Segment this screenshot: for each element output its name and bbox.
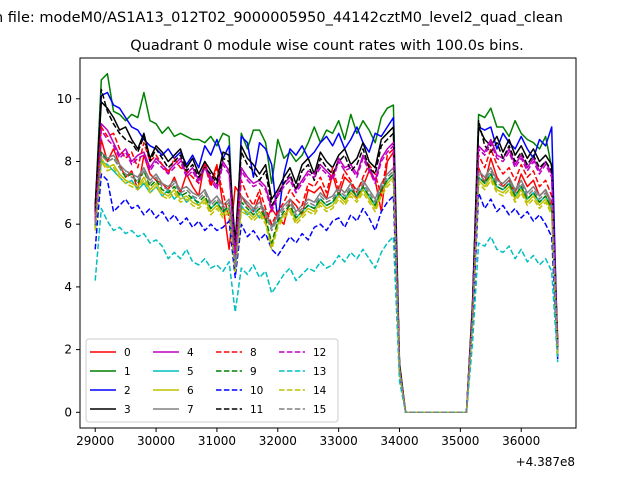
legend-label: 2 xyxy=(124,385,131,397)
legend-item-7[interactable]: 7 xyxy=(153,404,194,416)
x-tick-label: 33000 xyxy=(320,434,358,448)
legend-item-9[interactable]: 9 xyxy=(216,366,257,378)
legend-label: 9 xyxy=(250,366,257,378)
legend-item-12[interactable]: 12 xyxy=(279,347,326,359)
series-line-15 xyxy=(94,154,559,414)
legend-label: 1 xyxy=(124,366,131,378)
legend-label: 8 xyxy=(250,347,257,359)
x-tick-label: 36000 xyxy=(502,434,540,448)
legend-label: 15 xyxy=(313,404,326,416)
legend-item-6[interactable]: 6 xyxy=(153,385,194,397)
legend-label: 12 xyxy=(313,347,326,359)
legend-item-14[interactable]: 14 xyxy=(279,385,327,397)
x-tick-label: 34000 xyxy=(380,434,418,448)
y-tick-label: 2 xyxy=(64,343,72,357)
legend-frame xyxy=(85,338,339,423)
legend-label: 13 xyxy=(313,366,326,378)
legend-item-13[interactable]: 13 xyxy=(279,366,326,378)
chart-title: Quadrant 0 module wise count rates with … xyxy=(130,38,524,54)
y-axis: 0 2 4 6 8 10 xyxy=(57,92,80,419)
series-line-1 xyxy=(94,72,559,414)
legend-label: 14 xyxy=(313,385,327,397)
series-line-6 xyxy=(94,157,559,414)
legend-item-5[interactable]: 5 xyxy=(153,366,194,378)
series-layer xyxy=(94,72,559,414)
series-line-4 xyxy=(94,123,559,414)
series-line-9 xyxy=(94,151,559,414)
x-axis: 29000 30000 31000 32000 33000 34000 35000 36000 xyxy=(76,428,540,448)
legend-label: 0 xyxy=(124,347,131,359)
x-tick-label: 29000 xyxy=(76,434,114,448)
x-tick-label: 35000 xyxy=(441,434,479,448)
series-line-7 xyxy=(94,151,559,414)
y-tick-label: 10 xyxy=(57,92,72,106)
y-tick-label: 8 xyxy=(64,154,72,168)
figure-suptitle: n file: modeM0/AS1A13_012T02_9000005950_… xyxy=(0,10,563,26)
legend-label: 7 xyxy=(187,404,194,416)
legend-item-10[interactable]: 10 xyxy=(216,385,263,397)
legend-label: 11 xyxy=(250,404,263,416)
legend-item-2[interactable]: 2 xyxy=(90,385,131,397)
x-tick-label: 31000 xyxy=(198,434,236,448)
plot-frame xyxy=(79,57,577,429)
legend-item-0[interactable]: 0 xyxy=(90,347,131,359)
y-tick-label: 6 xyxy=(64,217,72,231)
y-tick-label: 0 xyxy=(64,405,72,419)
series-line-13 xyxy=(94,207,559,414)
x-tick-label: 32000 xyxy=(259,434,297,448)
legend-label: 4 xyxy=(187,347,194,359)
series-line-11 xyxy=(94,88,559,414)
legend-item-8[interactable]: 8 xyxy=(216,347,257,359)
series-line-10 xyxy=(94,173,559,414)
legend-label: 10 xyxy=(250,385,263,397)
series-line-12 xyxy=(94,129,559,414)
legend-label: 6 xyxy=(187,385,194,397)
series-line-14 xyxy=(94,160,559,414)
legend-item-11[interactable]: 11 xyxy=(216,404,263,416)
y-tick-label: 4 xyxy=(64,280,72,294)
legend-item-3[interactable]: 3 xyxy=(90,404,131,416)
legend-item-15[interactable]: 15 xyxy=(279,404,326,416)
x-axis-offset-label: +4.387e8 xyxy=(516,455,575,469)
legend-item-1[interactable]: 1 xyxy=(90,366,131,378)
legend-label: 3 xyxy=(124,404,131,416)
legend-item-4[interactable]: 4 xyxy=(153,347,194,359)
legend-label: 5 xyxy=(187,366,194,378)
x-tick-label: 30000 xyxy=(137,434,175,448)
